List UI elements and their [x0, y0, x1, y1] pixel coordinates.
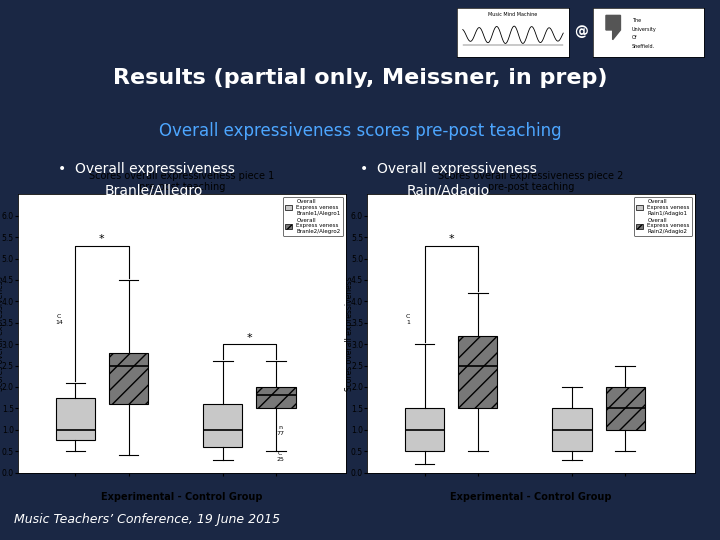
Text: C
14: C 14	[55, 314, 63, 325]
PathPatch shape	[606, 387, 645, 430]
Text: *: *	[449, 234, 454, 245]
Text: Music Teachers’ Conference, 19 June 2015: Music Teachers’ Conference, 19 June 2015	[14, 513, 281, 526]
Text: *: *	[246, 333, 252, 343]
X-axis label: Experimental - Control Group: Experimental - Control Group	[450, 492, 612, 502]
Text: Overall expressiveness scores pre-post teaching: Overall expressiveness scores pre-post t…	[158, 122, 562, 139]
PathPatch shape	[256, 387, 296, 408]
Title: Scores overall expressiveness piece 2
pre-post teaching: Scores overall expressiveness piece 2 pr…	[438, 171, 624, 192]
PathPatch shape	[552, 408, 592, 451]
Text: Results (partial only, Meissner, in prep): Results (partial only, Meissner, in prep…	[113, 68, 607, 87]
Text: Of: Of	[631, 35, 637, 40]
Text: *: *	[99, 234, 105, 245]
Polygon shape	[606, 15, 621, 40]
Text: Music Mind Machine: Music Mind Machine	[488, 12, 538, 17]
Y-axis label: Scores overall expressiveness: Scores overall expressiveness	[345, 276, 354, 391]
Text: University: University	[631, 26, 657, 31]
Legend: Overall
Express veness
Rain1/Adagio1, Overall
Express veness
Rain2/Adagio2: Overall Express veness Rain1/Adagio1, Ov…	[634, 197, 692, 237]
Legend: Overall
Express veness
Branle1/Alegro1, Overall
Express veness
Branle2/Alegro2: Overall Express veness Branle1/Alegro1, …	[283, 197, 343, 237]
Text: The: The	[631, 18, 641, 23]
PathPatch shape	[109, 353, 148, 404]
Text: C
1: C 1	[406, 314, 410, 325]
PathPatch shape	[458, 335, 498, 408]
Text: Rain/Adagio: Rain/Adagio	[407, 184, 490, 198]
Text: Sheffield.: Sheffield.	[631, 44, 654, 49]
Text: •  Overall expressiveness: • Overall expressiveness	[58, 162, 235, 176]
PathPatch shape	[405, 408, 444, 451]
PathPatch shape	[203, 404, 243, 447]
Title: Scores overall expressiveness piece 1
pre-post teaching: Scores overall expressiveness piece 1 pr…	[89, 171, 274, 192]
PathPatch shape	[55, 397, 95, 441]
Text: n
77: n 77	[276, 426, 284, 436]
Text: C
25: C 25	[276, 451, 284, 462]
Text: Branle/Allegro: Branle/Allegro	[104, 184, 203, 198]
Text: •  Overall expressiveness: • Overall expressiveness	[360, 162, 537, 176]
Y-axis label: Scores overall expressiveness: Scores overall expressiveness	[0, 276, 5, 391]
X-axis label: Experimental - Control Group: Experimental - Control Group	[101, 492, 263, 502]
Text: @: @	[574, 25, 588, 39]
